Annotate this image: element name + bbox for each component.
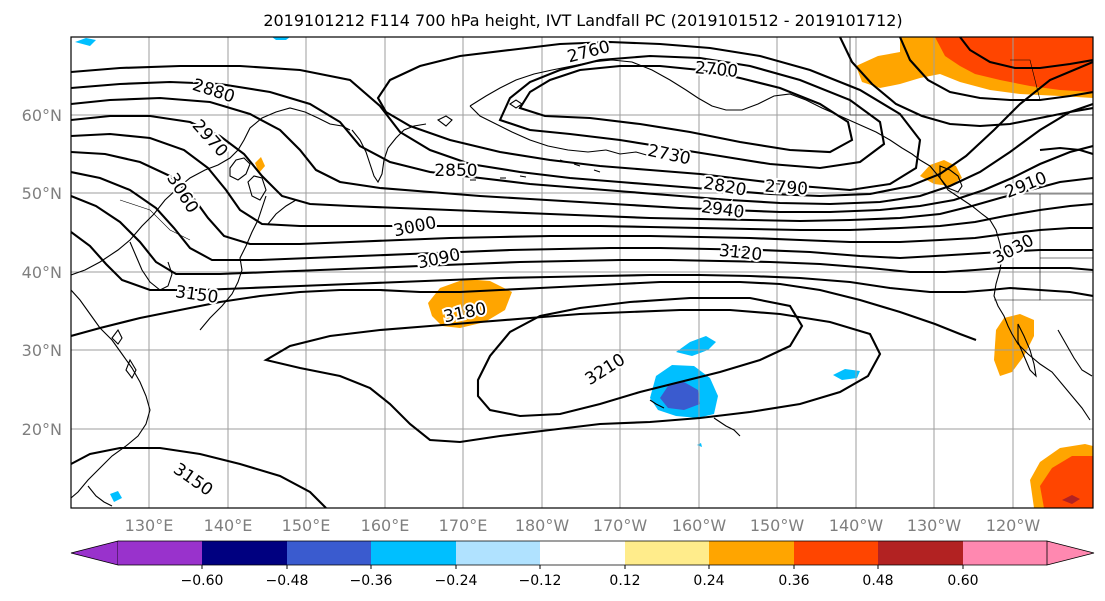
colorbar-extend-high [1046,540,1095,566]
colorbar-swatch [202,541,287,565]
colorbar-swatch [540,541,625,565]
colorbar-tick-label: −0.60 [181,573,224,589]
colorbar-swatch [709,541,794,565]
colorbar-tick-label: −0.24 [435,573,478,589]
coastlines [71,59,1093,507]
contour-label: 2850 [434,161,477,181]
negative-anomaly-small-1 [676,336,716,356]
colorbar-tick-label: 0.24 [693,573,724,589]
lat-label: 40°N [22,263,62,282]
positive-anomaly-southeast-strong [1040,456,1093,508]
colorbar: −0.60 −0.48 −0.36 −0.24 −0.12 0.12 0.24 … [70,540,1095,589]
colorbar-swatch [963,541,1047,565]
lon-label: 140°E [204,516,253,535]
lat-label: 30°N [22,341,62,360]
colorbar-extend-low [70,540,119,566]
colorbar-swatch [287,541,371,565]
positive-anomaly-southeast-core [1062,495,1080,504]
negative-anomaly-small-5 [272,37,290,40]
lon-label: 120°W [986,516,1041,535]
negative-anomaly-small-3 [75,38,96,46]
lon-label: 170°E [439,516,488,535]
positive-anomaly-baja [994,314,1034,376]
lon-label: 130°E [125,516,174,535]
height-contours [71,37,1093,508]
negative-anomaly-hawaii-strong [660,382,700,410]
colorbar-tick-label: 0.12 [609,573,640,589]
colorbar-tick-label: −0.12 [519,573,562,589]
colorbar-swatch [878,541,963,565]
latitude-labels: 60°N 50°N 40°N 30°N 20°N [22,106,62,439]
colorbar-tick-label: 0.60 [947,573,978,589]
lon-label: 150°E [282,516,331,535]
lat-label: 20°N [22,420,62,439]
colorbar-tick-label: −0.36 [350,573,393,589]
map-panel: 2760 2700 2880 2970 2730 2850 2820 2790 … [70,36,1094,509]
colorbar-tick-label: 0.48 [862,573,893,589]
lon-label: 160°E [361,516,410,535]
lat-label: 50°N [22,184,62,203]
colorbar-swatch [625,541,709,565]
colorbar-ticks [201,565,964,569]
map-title: 2019101212 F114 700 hPa height, IVT Land… [263,11,902,30]
lon-label: 130°W [907,516,962,535]
colorbar-swatch [118,541,202,565]
colorbar-swatch [456,541,540,565]
colorbar-tick-labels: −0.60 −0.48 −0.36 −0.24 −0.12 0.12 0.24 … [181,573,979,589]
longitude-labels: 130°E 140°E 150°E 160°E 170°E 180°W 170°… [125,516,1041,535]
colorbar-swatch [794,541,878,565]
colorbar-swatch [371,541,456,565]
lon-label: 170°W [593,516,648,535]
lon-label: 180°W [515,516,570,535]
lat-label: 60°N [22,106,62,125]
contour-label: 2700 [694,58,739,82]
lon-label: 160°W [672,516,727,535]
lon-label: 150°W [750,516,805,535]
colorbar-tick-label: −0.48 [266,573,309,589]
colorbar-tick-label: 0.36 [778,573,809,589]
negative-anomaly-small-4 [110,491,122,502]
lon-label: 140°W [829,516,884,535]
negative-anomaly-small-2 [833,369,860,380]
map-frame [70,36,1094,509]
contour-label: 2790 [764,177,809,200]
